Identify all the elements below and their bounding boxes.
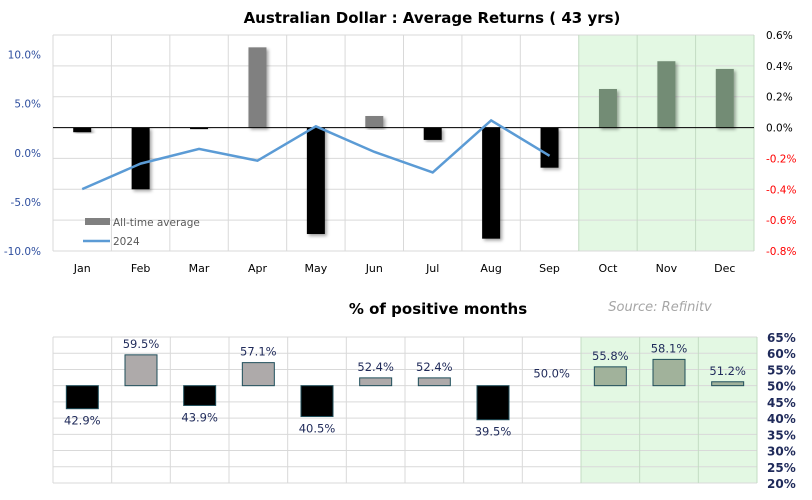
bar-oct <box>593 366 627 387</box>
y-tick-label: 30% <box>767 445 796 459</box>
x-tick-label: Apr <box>248 262 268 275</box>
right-tick-label: 0.4% <box>766 61 793 73</box>
y-tick-label: 45% <box>767 396 796 410</box>
right-tick-label: -0.2% <box>766 153 796 165</box>
bar-dec <box>711 381 745 387</box>
legend-label-2024: 2024 <box>113 236 140 248</box>
data-label: 51.2% <box>709 364 746 378</box>
bar-aug <box>482 127 501 239</box>
data-label: 58.1% <box>651 341 688 355</box>
legend-label-average: All-time average <box>113 217 200 229</box>
right-tick-label: -0.8% <box>766 246 796 258</box>
bar-mar <box>183 385 217 406</box>
x-tick-label: May <box>305 262 328 275</box>
bar-may <box>306 127 325 235</box>
data-label: 55.8% <box>592 349 629 363</box>
x-tick-label: Nov <box>656 262 678 275</box>
left-tick-label: 10.0% <box>8 50 41 62</box>
bar-apr <box>241 362 275 387</box>
chart-title: Australian Dollar : Average Returns ( 43… <box>244 9 621 27</box>
data-label: 42.9% <box>64 414 101 428</box>
x-tick-label: Jan <box>73 262 91 275</box>
y-tick-label: 25% <box>767 461 796 475</box>
data-label: 52.4% <box>357 360 394 374</box>
right-tick-label: 0.6% <box>766 30 793 42</box>
data-label: 50.0% <box>533 367 570 381</box>
bar-feb <box>124 354 158 387</box>
bar-jan <box>65 385 99 410</box>
x-tick-label: Feb <box>131 262 150 275</box>
x-tick-label: Aug <box>480 262 501 275</box>
data-label: 39.5% <box>475 425 512 439</box>
data-label: 43.9% <box>181 410 218 424</box>
right-tick-label: 0.0% <box>766 123 793 135</box>
y-tick-label: 60% <box>767 347 796 361</box>
bar-feb <box>131 127 150 190</box>
right-tick-label: -0.6% <box>766 215 796 227</box>
source-note: Source: Refinitv <box>608 300 712 315</box>
legend-swatch-average <box>85 218 110 225</box>
bar-apr <box>248 47 267 128</box>
y-tick-label: 40% <box>767 412 796 426</box>
bar-oct <box>598 89 617 128</box>
y-tick-label: 50% <box>767 380 796 394</box>
bar-may <box>300 385 334 417</box>
data-label: 52.4% <box>416 360 453 374</box>
left-tick-label: -5.0% <box>11 197 41 209</box>
y-tick-label: 35% <box>767 428 796 442</box>
bar-dec <box>715 68 734 128</box>
data-label: 59.5% <box>123 337 160 351</box>
bar-sep <box>540 127 559 168</box>
right-tick-label: -0.4% <box>766 184 796 196</box>
bar-jun <box>359 377 393 387</box>
x-tick-label: Mar <box>189 262 210 275</box>
data-label: 40.5% <box>299 421 336 435</box>
y-tick-label: 20% <box>767 477 796 491</box>
left-tick-label: 5.0% <box>14 99 41 111</box>
x-tick-label: Jun <box>365 262 383 275</box>
bar-jan <box>73 127 92 133</box>
left-tick-label: -10.0% <box>4 246 41 258</box>
x-tick-label: Jul <box>425 262 439 275</box>
bar-jul <box>417 377 451 387</box>
x-tick-label: Oct <box>598 262 618 275</box>
bar-nov <box>657 61 676 128</box>
bar-jul <box>423 127 442 140</box>
y-tick-label: 65% <box>767 331 796 345</box>
bar-jun <box>365 116 384 128</box>
bar-mar <box>190 127 209 130</box>
bottom-chart-title: % of positive months <box>349 300 527 318</box>
bar-nov <box>652 358 686 387</box>
data-label: 57.1% <box>240 345 277 359</box>
bar-aug <box>476 385 510 421</box>
y-tick-label: 55% <box>767 363 796 377</box>
right-tick-label: 0.2% <box>766 92 793 104</box>
x-tick-label: Sep <box>539 262 560 275</box>
x-tick-label: Dec <box>714 262 735 275</box>
left-tick-label: 0.0% <box>14 148 41 160</box>
